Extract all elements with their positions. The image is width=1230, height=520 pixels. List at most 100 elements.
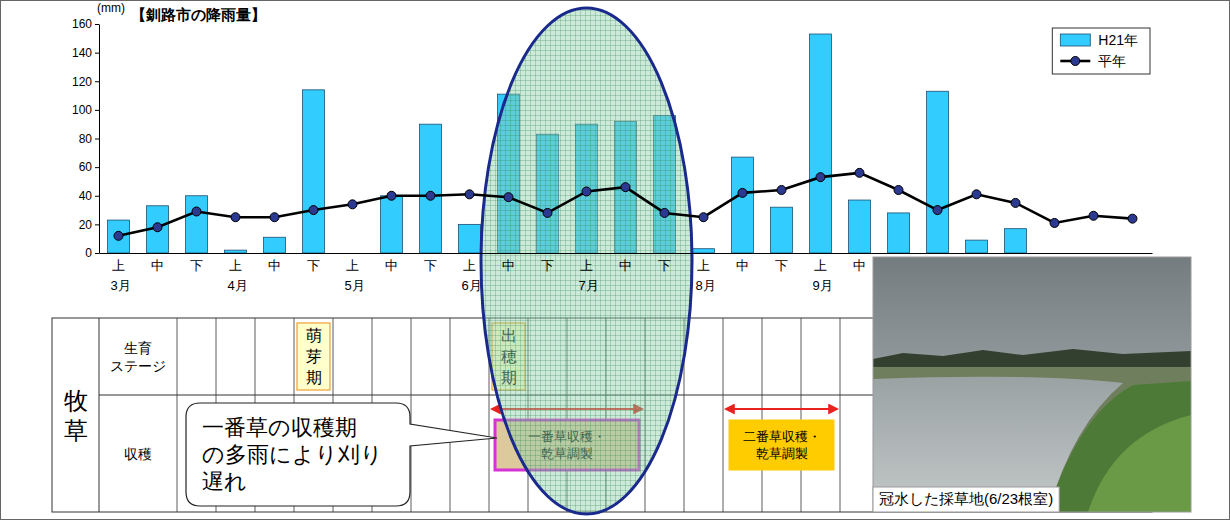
- line-marker: [309, 206, 318, 215]
- line-marker: [504, 193, 513, 202]
- x-tick: 中: [151, 258, 164, 273]
- text-char: 牧: [64, 387, 88, 414]
- y-tick: 60: [79, 160, 99, 174]
- line-marker: [270, 213, 279, 222]
- legend-label: 平年: [1098, 53, 1126, 69]
- line-marker: [114, 231, 123, 240]
- x-tick-label: 中: [268, 258, 281, 273]
- x-tick-label: 下: [541, 258, 554, 273]
- y-tick-label: 140: [72, 46, 92, 60]
- x-tick-label: 上: [697, 258, 710, 273]
- y-tick-label: 160: [72, 17, 92, 31]
- bar: [849, 200, 871, 253]
- photo-trees: [873, 349, 1191, 369]
- x-tick: 下: [190, 258, 203, 273]
- emphasis-ellipse: [481, 8, 692, 514]
- bar: [888, 213, 910, 253]
- line-marker: [192, 207, 201, 216]
- y-tick: 0: [85, 246, 99, 260]
- y-tick-mark: [95, 224, 99, 225]
- table-line: [840, 318, 841, 512]
- line-marker: [1128, 214, 1137, 223]
- line-marker: [738, 188, 747, 197]
- x-axis-line: [100, 253, 1153, 254]
- x-tick-label: 中: [736, 258, 749, 273]
- month-label: 3月: [110, 278, 130, 293]
- text-char: 芽: [306, 348, 322, 365]
- photo-grass: [1048, 381, 1191, 512]
- bar: [264, 237, 286, 253]
- y-axis-line: [99, 25, 100, 254]
- y-tick: 140: [72, 46, 99, 60]
- x-tick: 下: [658, 258, 671, 273]
- bar: [732, 157, 754, 253]
- callout-bubble: [186, 403, 497, 506]
- x-tick-label: 中: [385, 258, 398, 273]
- line-marker: [894, 186, 903, 195]
- photo: 冠水した採草地(6/23根室): [873, 257, 1191, 520]
- group-label: 牧草: [64, 387, 88, 444]
- x-tick: 下: [541, 258, 554, 273]
- month-label: 4月: [227, 278, 247, 293]
- text-char: 草: [64, 417, 88, 444]
- x-tick-label: 中: [853, 258, 866, 273]
- y-tick-mark: [95, 139, 99, 140]
- table-line: [450, 318, 451, 512]
- text-char: 萌: [306, 327, 322, 344]
- line-marker: [582, 187, 591, 196]
- legend-label: H21年: [1098, 32, 1138, 48]
- legend-swatch: [1060, 34, 1090, 46]
- table-line: [99, 318, 100, 512]
- x-tick-label: 中: [151, 258, 164, 273]
- x-tick-label: 上: [346, 258, 359, 273]
- line-marker: [933, 206, 942, 215]
- bar: [186, 196, 208, 253]
- x-tick-label: 下: [190, 258, 203, 273]
- y-tick: 160: [72, 17, 99, 31]
- figure: 牧草生育ステージ収穫萌芽期出穂期一番草収穫・乾草調製二番草収穫・乾草調製0204…: [0, 0, 1230, 520]
- x-tick: 中: [502, 258, 515, 273]
- callout-text: 遅れ: [202, 469, 247, 494]
- stage-label: 萌芽期: [306, 327, 322, 386]
- line-marker: [543, 208, 552, 217]
- line-marker: [855, 168, 864, 177]
- line-marker: [777, 186, 786, 195]
- x-tick-label: 中: [619, 258, 632, 273]
- table-line: [801, 318, 802, 512]
- y-tick: 40: [79, 189, 99, 203]
- photo-sky: [873, 257, 1191, 512]
- y-tick-mark: [95, 253, 99, 254]
- x-tick: 上: [346, 258, 359, 273]
- x-tick-label: 下: [307, 258, 320, 273]
- x-tick-label: 下: [658, 258, 671, 273]
- line-marker: [972, 190, 981, 199]
- bar: [771, 207, 793, 253]
- line-marker: [465, 190, 474, 199]
- line-marker: [387, 191, 396, 200]
- line-marker: [816, 173, 825, 182]
- photo-caption: 冠水した採草地(6/23根室): [879, 490, 1053, 507]
- bar: [108, 220, 130, 253]
- line-marker: [348, 200, 357, 209]
- lines: [114, 168, 1137, 240]
- callout: 一番草の収穫期の多雨により刈り遅れ: [186, 403, 497, 506]
- x-tick: 下: [424, 258, 437, 273]
- month-label: 8月: [695, 278, 715, 293]
- month-labels: 3月4月5月6月7月8月9月: [110, 278, 832, 293]
- photo-grass-light: [1088, 415, 1191, 512]
- y-tick-mark: [95, 167, 99, 168]
- harvest-box: [729, 420, 834, 470]
- bar: [459, 224, 481, 253]
- line-marker: [1089, 211, 1098, 220]
- line-marker: [621, 183, 630, 192]
- x-tick-label: 上: [229, 258, 242, 273]
- line-marker: [1011, 198, 1020, 207]
- x-tick: 下: [775, 258, 788, 273]
- y-tick: 120: [72, 75, 99, 89]
- table-line: [762, 318, 763, 512]
- chart-title: 【釧路市の降雨量】: [131, 6, 266, 23]
- y-tick-mark: [95, 53, 99, 54]
- table-line: [411, 318, 412, 512]
- legend-box: [1052, 28, 1150, 74]
- month-label: 5月: [344, 278, 364, 293]
